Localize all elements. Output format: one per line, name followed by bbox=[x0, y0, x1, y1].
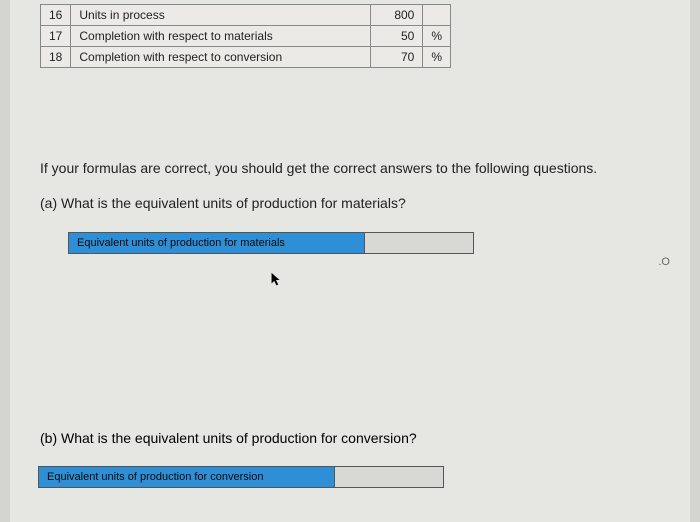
section-b: (b) What is the equivalent units of prod… bbox=[40, 430, 680, 488]
answer-input-a[interactable] bbox=[364, 232, 474, 254]
worksheet-page: 16 Units in process 800 17 Completion wi… bbox=[10, 0, 690, 522]
answer-row-b: Equivalent units of production for conve… bbox=[38, 466, 680, 488]
row-number: 18 bbox=[41, 47, 71, 68]
row-value: 70 bbox=[371, 47, 423, 68]
row-desc: Completion with respect to conversion bbox=[71, 47, 371, 68]
row-value: 50 bbox=[371, 26, 423, 47]
table-row: 18 Completion with respect to conversion… bbox=[41, 47, 451, 68]
row-value: 800 bbox=[371, 5, 423, 26]
row-unit: % bbox=[423, 47, 451, 68]
table-row: 16 Units in process 800 bbox=[41, 5, 451, 26]
cursor-icon bbox=[270, 272, 282, 288]
question-body: If your formulas are correct, you should… bbox=[40, 158, 660, 214]
row-number: 17 bbox=[41, 26, 71, 47]
answer-input-b[interactable] bbox=[334, 466, 444, 488]
row-unit: % bbox=[423, 26, 451, 47]
row-desc: Completion with respect to materials bbox=[71, 26, 371, 47]
row-unit bbox=[423, 5, 451, 26]
intro-text: If your formulas are correct, you should… bbox=[40, 158, 660, 179]
row-desc: Units in process bbox=[71, 5, 371, 26]
answer-label-b: Equivalent units of production for conve… bbox=[38, 466, 334, 488]
question-b-text: (b) What is the equivalent units of prod… bbox=[40, 430, 680, 446]
table-row: 17 Completion with respect to materials … bbox=[41, 26, 451, 47]
question-a-text: (a) What is the equivalent units of prod… bbox=[40, 193, 660, 214]
answer-row-a: Equivalent units of production for mater… bbox=[68, 232, 690, 254]
data-table: 16 Units in process 800 17 Completion wi… bbox=[40, 4, 451, 68]
marker-text: .O bbox=[658, 256, 670, 268]
row-number: 16 bbox=[41, 5, 71, 26]
answer-label-a: Equivalent units of production for mater… bbox=[68, 232, 364, 254]
